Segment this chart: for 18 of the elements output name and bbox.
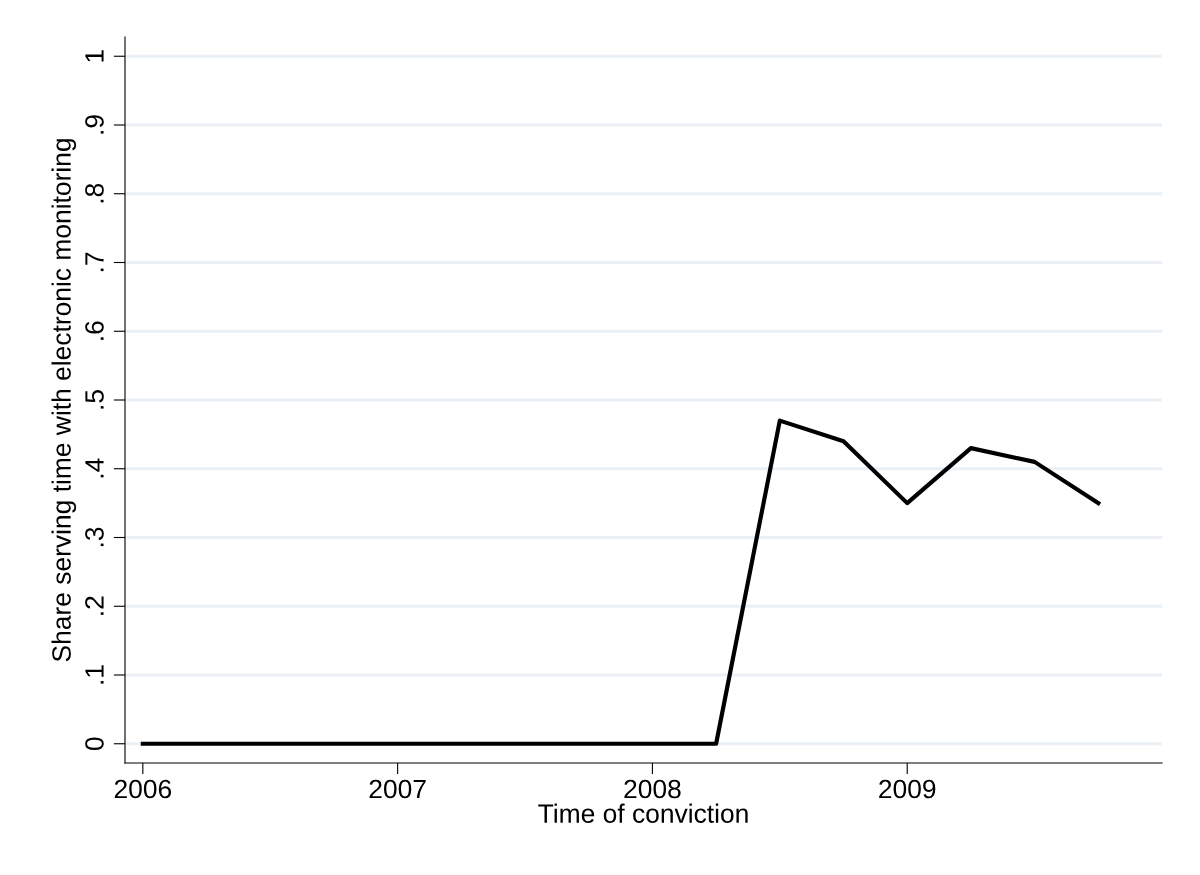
y-tick-label: .3 — [85, 527, 104, 547]
line-series — [140, 418, 1101, 746]
y-tick-label: .1 — [85, 665, 104, 684]
y-tick-label: .8 — [85, 183, 104, 203]
y-tick-label: .7 — [85, 252, 104, 272]
y-tick-label: 0 — [85, 737, 104, 751]
y-tick-label: .2 — [85, 596, 104, 615]
x-tick-label: 2009 — [879, 779, 936, 799]
x-axis-title: Time of conviction — [538, 803, 748, 823]
y-tick-label: .6 — [85, 321, 104, 340]
y-tick-label: .9 — [85, 115, 104, 134]
y-axis-title: Share serving time with electronic monitoring — [51, 139, 77, 662]
x-tick-label: 2008 — [624, 779, 681, 799]
y-tick-label: 1 — [85, 50, 104, 62]
x-tick-label: 2006 — [114, 779, 172, 799]
x-tick-label: 2007 — [369, 779, 426, 799]
y-tick-label: .5 — [85, 390, 104, 409]
y-tick-label: .4 — [85, 458, 104, 478]
